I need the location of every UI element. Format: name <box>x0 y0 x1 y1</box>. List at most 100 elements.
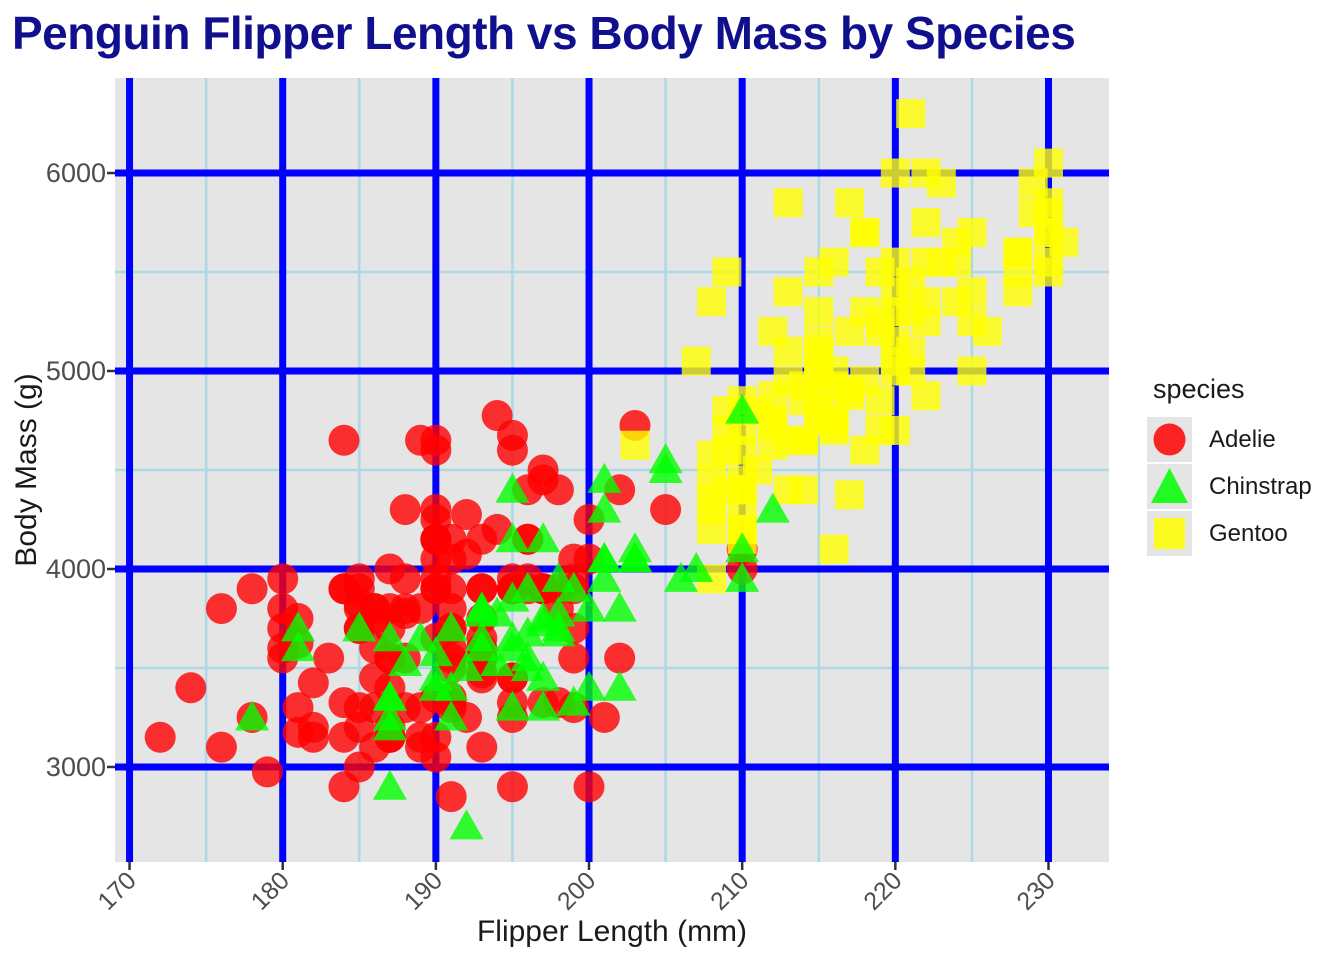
data-point-chinstrap <box>495 690 530 721</box>
data-point-chinstrap <box>556 571 591 602</box>
x-tick-label: 170 <box>92 866 141 915</box>
data-point-gentoo <box>819 410 849 440</box>
data-point-chinstrap <box>449 650 484 681</box>
data-point-adelie <box>175 672 207 704</box>
data-point-chinstrap <box>480 646 515 677</box>
data-point-chinstrap <box>541 616 576 647</box>
data-point-adelie <box>251 756 283 788</box>
chinstrap-triangle-icon <box>1151 468 1188 503</box>
data-point-gentoo <box>911 158 941 188</box>
x-tick-label: 210 <box>705 866 754 915</box>
data-point-gentoo <box>1034 257 1064 287</box>
data-point-adelie <box>144 721 176 753</box>
data-point-adelie <box>328 424 360 456</box>
data-point-chinstrap <box>602 591 637 622</box>
data-point-chinstrap <box>434 611 469 642</box>
data-point-gentoo <box>819 534 849 564</box>
y-tick-label: 5000 <box>46 356 106 386</box>
data-point-adelie <box>604 642 636 674</box>
data-point-adelie <box>374 553 406 585</box>
data-point-chinstrap <box>572 670 607 701</box>
data-point-chinstrap <box>418 670 453 701</box>
data-point-chinstrap <box>372 680 407 711</box>
data-point-chinstrap <box>725 532 760 563</box>
data-point-adelie <box>282 692 314 724</box>
legend-title: species <box>1153 374 1245 404</box>
data-point-gentoo <box>1003 257 1033 287</box>
data-point-gentoo <box>880 415 910 445</box>
series-gentoo <box>620 99 1079 594</box>
data-point-chinstrap <box>372 621 407 652</box>
x-tick-labels: 170 180 190 200 210 220 230 <box>92 866 1060 915</box>
data-point-adelie <box>328 721 360 753</box>
y-tick-label: 4000 <box>46 554 106 584</box>
data-point-adelie <box>343 573 375 605</box>
data-point-gentoo <box>896 336 926 366</box>
data-point-adelie <box>420 523 452 555</box>
data-point-gentoo <box>834 188 864 218</box>
data-point-adelie <box>481 400 513 432</box>
data-point-chinstrap <box>663 561 698 592</box>
legend-key-adelie <box>1147 417 1192 462</box>
data-point-adelie <box>435 781 467 813</box>
data-point-gentoo <box>850 297 880 327</box>
data-point-chinstrap <box>587 542 622 573</box>
data-point-chinstrap <box>526 660 561 691</box>
legend-item-adelie: Adelie <box>1147 417 1312 462</box>
data-point-chinstrap <box>648 453 683 483</box>
data-point-chinstrap <box>372 700 407 731</box>
data-point-adelie <box>343 692 375 724</box>
data-point-adelie <box>267 593 299 625</box>
data-point-chinstrap <box>679 551 714 582</box>
data-point-chinstrap <box>495 621 530 652</box>
data-point-chinstrap <box>403 621 438 652</box>
data-point-adelie <box>650 494 682 526</box>
legend: species Adelie Chinstrap <box>1147 374 1312 558</box>
data-point-gentoo <box>865 257 895 287</box>
data-point-chinstrap <box>602 670 637 701</box>
data-point-chinstrap <box>464 596 499 627</box>
data-point-chinstrap <box>526 690 561 721</box>
y-tick-label: 6000 <box>46 158 106 188</box>
data-point-gentoo <box>697 465 727 495</box>
data-point-adelie <box>420 494 452 526</box>
legend-item-chinstrap: Chinstrap <box>1147 464 1312 509</box>
x-tick-label: 200 <box>552 866 601 915</box>
data-point-gentoo <box>819 356 849 386</box>
data-point-adelie <box>527 464 559 496</box>
data-point-chinstrap <box>755 492 790 523</box>
data-point-chinstrap <box>281 611 316 642</box>
y-tick-label: 3000 <box>46 752 106 782</box>
data-point-gentoo <box>620 430 650 460</box>
data-point-adelie <box>205 593 237 625</box>
data-point-adelie <box>558 543 590 575</box>
data-point-gentoo <box>758 316 788 346</box>
data-point-chinstrap <box>495 522 530 553</box>
data-point-chinstrap <box>526 522 561 553</box>
legend-label-chinstrap: Chinstrap <box>1209 472 1312 500</box>
data-point-adelie <box>236 573 268 605</box>
data-point-chinstrap <box>587 492 622 523</box>
series-chinstrap <box>235 393 790 840</box>
data-point-chinstrap <box>587 561 622 592</box>
data-point-gentoo <box>850 435 880 465</box>
data-point-gentoo <box>804 386 834 416</box>
data-point-gentoo <box>804 257 834 287</box>
x-tick-label: 220 <box>858 866 907 915</box>
data-point-chinstrap <box>725 393 760 424</box>
data-point-gentoo <box>865 386 895 416</box>
data-point-chinstrap <box>587 462 622 493</box>
data-point-chinstrap <box>372 769 407 800</box>
data-point-chinstrap <box>541 596 576 627</box>
data-point-gentoo <box>773 188 803 218</box>
data-point-chinstrap <box>235 700 270 731</box>
legend-item-gentoo: Gentoo <box>1147 511 1312 556</box>
data-point-adelie <box>466 573 498 605</box>
data-point-adelie <box>297 667 329 699</box>
data-point-chinstrap <box>495 472 530 503</box>
data-point-adelie <box>558 642 590 674</box>
legend-key-chinstrap <box>1147 464 1192 509</box>
data-point-chinstrap <box>725 561 760 592</box>
